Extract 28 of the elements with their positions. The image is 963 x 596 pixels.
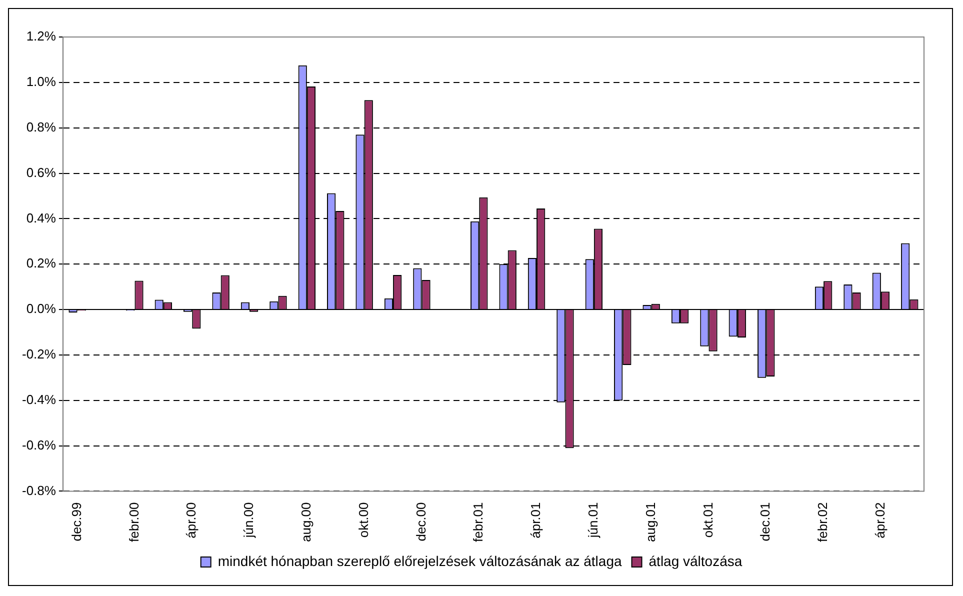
- x-tick-label: okt.00: [356, 502, 371, 538]
- x-tick-label: dec.99: [68, 502, 84, 542]
- x-tick-label: febr.01: [470, 502, 486, 542]
- x-tick-label: ápr.02: [872, 502, 888, 538]
- y-tick-label: 0.4%: [26, 210, 56, 226]
- x-tick-label: dec.00: [413, 502, 428, 542]
- y-tick-label: -0.8%: [22, 482, 56, 498]
- x-tick-label: febr.02: [815, 502, 830, 542]
- legend-label: átlag változása: [648, 552, 742, 569]
- x-tick-label: aug.00: [298, 502, 314, 542]
- x-tick-label: ápr.01: [528, 502, 544, 538]
- y-tick-label: 0.2%: [26, 256, 56, 271]
- y-tick-label: 1.2%: [26, 28, 56, 44]
- y-tick-label: -0.6%: [22, 437, 56, 452]
- x-tick-label: jún.01: [586, 502, 601, 539]
- x-tick-label: okt.01: [700, 502, 716, 538]
- y-tick-label: 0.6%: [26, 164, 56, 180]
- x-tick-label: aug.01: [642, 502, 658, 542]
- y-tick-label: 0.8%: [26, 119, 56, 134]
- legend-label: mindkét hónapban szereplő előrejelzések változásának az átlaga: [218, 552, 622, 569]
- x-tick-label: febr.00: [126, 502, 142, 542]
- y-tick-label: -0.4%: [22, 392, 56, 407]
- x-tick-label: dec.01: [758, 502, 773, 542]
- x-tick-label: jún.00: [241, 502, 256, 539]
- y-tick-label: -0.2%: [22, 346, 56, 362]
- y-tick-label: 1.0%: [26, 74, 56, 89]
- x-tick-label: ápr.00: [184, 502, 199, 538]
- y-tick-label: 0.0%: [26, 301, 56, 316]
